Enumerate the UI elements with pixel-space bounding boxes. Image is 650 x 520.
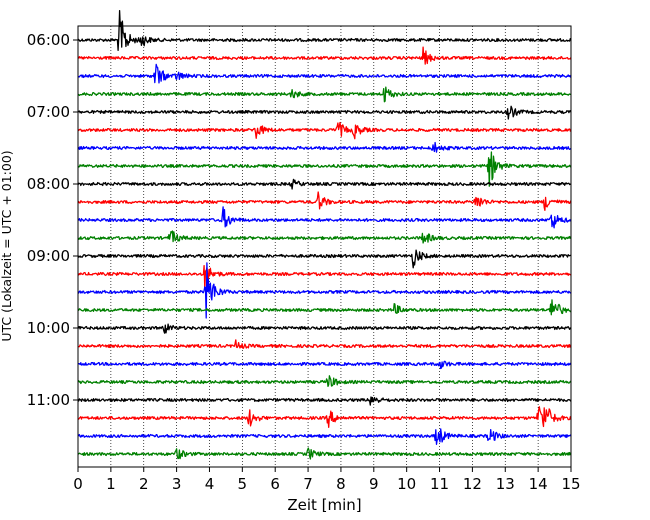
trace-0815 bbox=[77, 191, 572, 211]
y-tick-label: 10:00 bbox=[27, 319, 70, 337]
y-axis: 06:00 07:00 08:00 09:00 10:00 11:00 bbox=[27, 31, 78, 409]
x-axis: 0 1 2 3 4 5 6 7 8 9 10 11 12 13 14 15 bbox=[73, 467, 581, 493]
y-tick-label: 11:00 bbox=[27, 391, 70, 409]
x-tick-label: 9 bbox=[369, 475, 379, 493]
trace-0645 bbox=[77, 86, 572, 103]
y-tick-label: 08:00 bbox=[27, 175, 70, 193]
trace-1100 bbox=[77, 396, 572, 406]
x-tick-label: 1 bbox=[106, 475, 116, 493]
trace-0915 bbox=[77, 264, 572, 290]
trace-1000 bbox=[77, 323, 572, 334]
trace-0830 bbox=[77, 206, 572, 229]
x-tick-label: 0 bbox=[73, 475, 83, 493]
x-tick-label: 12 bbox=[463, 475, 482, 493]
x-tick-label: 5 bbox=[238, 475, 248, 493]
x-tick-label: 3 bbox=[172, 475, 182, 493]
trace-1015 bbox=[77, 339, 572, 349]
trace-1130 bbox=[77, 428, 572, 445]
x-axis-label: Zeit [min] bbox=[287, 496, 361, 514]
trace-0615 bbox=[77, 46, 572, 65]
y-tick-label: 09:00 bbox=[27, 247, 70, 265]
x-tick-label: 7 bbox=[303, 475, 313, 493]
x-tick-label: 4 bbox=[205, 475, 215, 493]
x-tick-label: 14 bbox=[529, 475, 548, 493]
trace-0630 bbox=[77, 63, 572, 84]
x-tick-label: 6 bbox=[270, 475, 280, 493]
trace-0930 bbox=[77, 262, 572, 319]
x-tick-label: 10 bbox=[397, 475, 416, 493]
x-tick-label: 11 bbox=[430, 475, 449, 493]
x-tick-label: 15 bbox=[561, 475, 580, 493]
trace-0715 bbox=[77, 121, 572, 140]
trace-0730 bbox=[77, 141, 572, 153]
trace-1045 bbox=[77, 375, 572, 388]
x-tick-label: 2 bbox=[139, 475, 149, 493]
x-tick-label: 13 bbox=[496, 475, 515, 493]
trace-group bbox=[77, 9, 572, 460]
plot-background bbox=[78, 26, 571, 467]
y-axis-label: UTC (Lokalzeit = UTC + 01:00) bbox=[0, 150, 14, 341]
trace-1145 bbox=[77, 447, 572, 460]
trace-1115 bbox=[77, 406, 572, 428]
y-tick-label: 06:00 bbox=[27, 31, 70, 49]
trace-0800 bbox=[77, 178, 572, 190]
plot-frame bbox=[77, 25, 572, 468]
y-tick-label: 07:00 bbox=[27, 103, 70, 121]
trace-0900 bbox=[77, 249, 572, 269]
trace-0845 bbox=[77, 230, 572, 244]
trace-0745 bbox=[77, 151, 572, 187]
trace-1030 bbox=[77, 360, 572, 370]
trace-0600 bbox=[77, 9, 571, 51]
trace-0700 bbox=[77, 105, 572, 120]
x-tick-label: 8 bbox=[336, 475, 346, 493]
trace-0945 bbox=[78, 299, 571, 316]
